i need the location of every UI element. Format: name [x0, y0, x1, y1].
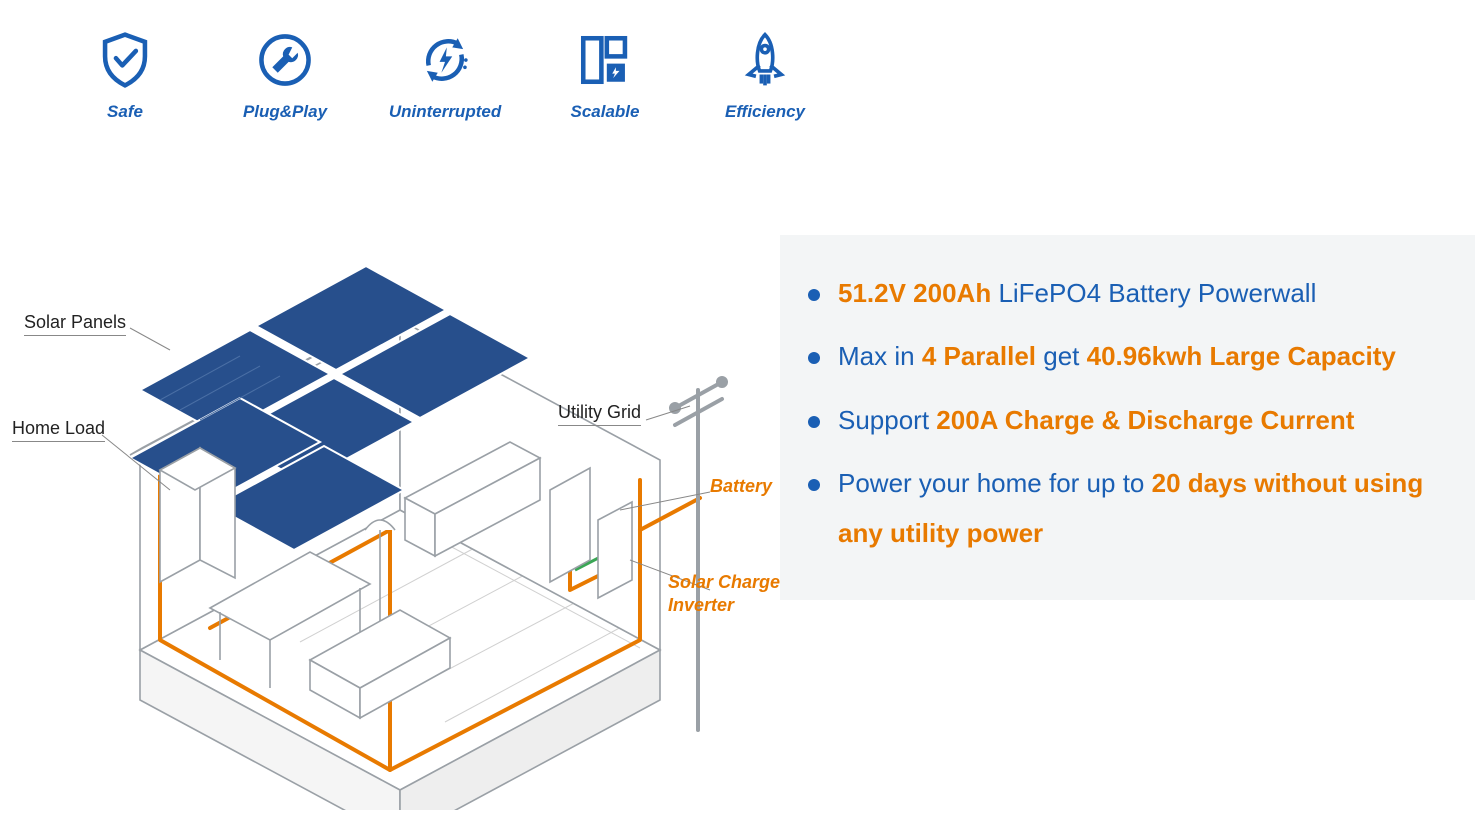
callout-solar-charge-inverter: Solar Charge Inverter — [668, 572, 780, 618]
bullet-dot-icon — [808, 479, 820, 491]
bullet-seg: LiFePO4 Battery Powerwall — [991, 278, 1316, 308]
feature-label: Uninterrupted — [389, 102, 501, 122]
callout-line-1: Solar Charge — [668, 572, 780, 595]
bullet-dot-icon — [808, 289, 820, 301]
feature-efficiency: Efficiency — [710, 30, 820, 122]
bullet-seg: 40.96kwh Large Capacity — [1087, 341, 1396, 371]
features-row: Safe Plug&Play Uninterrupted — [70, 30, 820, 122]
feature-label: Scalable — [571, 102, 640, 122]
home-solar-diagram: Solar Panels Home Load Utility Grid Batt… — [10, 230, 780, 810]
rocket-icon — [735, 30, 795, 90]
bullet-text: Power your home for up to 20 days withou… — [838, 459, 1455, 558]
callout-line-2: Inverter — [668, 595, 780, 618]
bullet-seg: 51.2V 200Ah — [838, 278, 991, 308]
feature-safe: Safe — [70, 30, 180, 122]
features-bullets-panel: 51.2V 200Ah LiFePO4 Battery Powerwall Ma… — [780, 235, 1475, 600]
feature-uninterrupted: Uninterrupted — [390, 30, 500, 122]
bullet-item: Support 200A Charge & Discharge Current — [808, 396, 1455, 445]
feature-label: Efficiency — [725, 102, 805, 122]
bullet-dot-icon — [808, 352, 820, 364]
callout-battery: Battery — [710, 476, 772, 499]
modules-icon — [575, 30, 635, 90]
bullet-seg: 4 Parallel — [922, 341, 1036, 371]
bullet-seg: get — [1036, 341, 1087, 371]
bolt-cycle-icon — [415, 30, 475, 90]
feature-label: Safe — [107, 102, 143, 122]
callout-home-load: Home Load — [12, 418, 105, 442]
bullet-dot-icon — [808, 416, 820, 428]
bullet-item: 51.2V 200Ah LiFePO4 Battery Powerwall — [808, 269, 1455, 318]
callout-solar-panels: Solar Panels — [24, 312, 126, 336]
bullet-seg: Support — [838, 405, 936, 435]
bullet-seg: Power your home for up to — [838, 468, 1152, 498]
bullet-seg: Max in — [838, 341, 922, 371]
bullet-text: Max in 4 Parallel get 40.96kwh Large Cap… — [838, 332, 1455, 381]
bullet-text: 51.2V 200Ah LiFePO4 Battery Powerwall — [838, 269, 1455, 318]
callout-utility-grid: Utility Grid — [558, 402, 641, 426]
bullet-item: Power your home for up to 20 days withou… — [808, 459, 1455, 558]
feature-label: Plug&Play — [243, 102, 327, 122]
bullet-item: Max in 4 Parallel get 40.96kwh Large Cap… — [808, 332, 1455, 381]
shield-check-icon — [95, 30, 155, 90]
feature-plugplay: Plug&Play — [230, 30, 340, 122]
bullet-text: Support 200A Charge & Discharge Current — [838, 396, 1455, 445]
feature-scalable: Scalable — [550, 30, 660, 122]
bullet-seg: 200A Charge & Discharge Current — [936, 405, 1354, 435]
wrench-circle-icon — [255, 30, 315, 90]
